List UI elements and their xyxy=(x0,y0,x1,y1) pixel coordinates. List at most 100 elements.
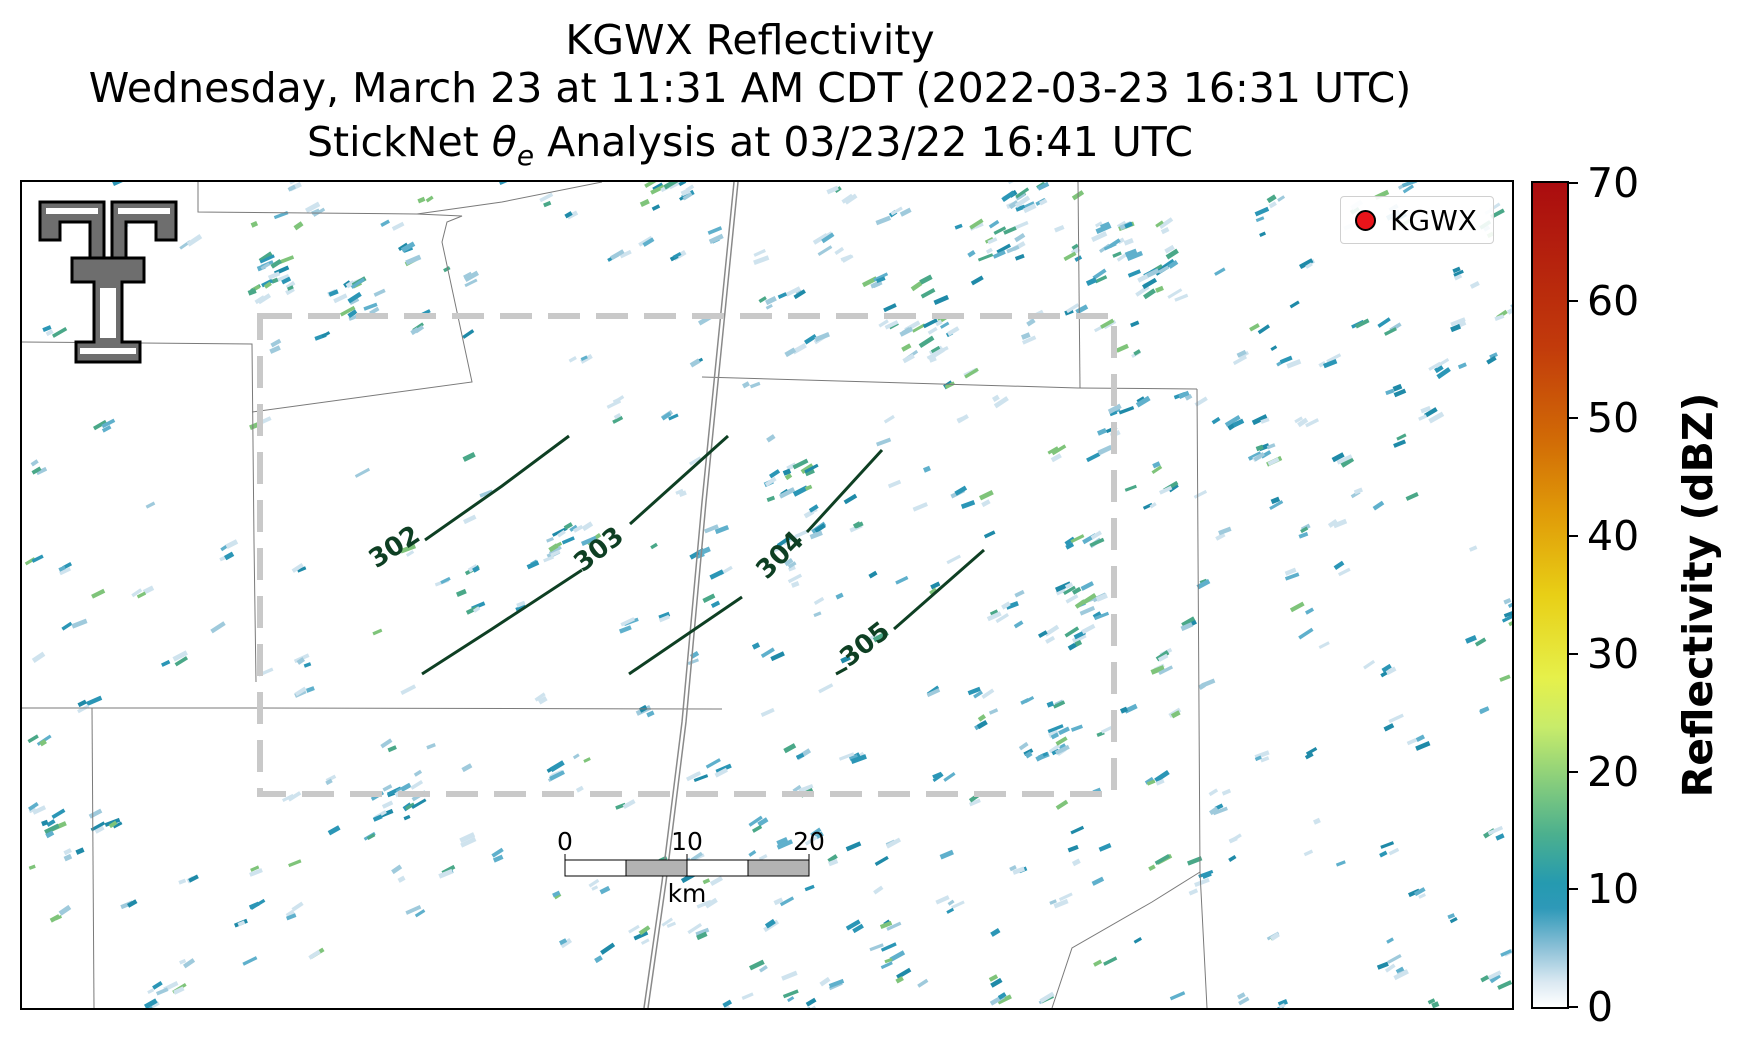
echo-pixel xyxy=(1021,335,1037,345)
echo-pixel xyxy=(704,897,718,909)
map-canvas[interactable]: 302 303 304 305 0 10 20 km xyxy=(22,182,1512,1008)
echo-pixel xyxy=(1194,396,1208,407)
echo-pixel xyxy=(1181,616,1196,628)
echo-pixel xyxy=(923,465,931,473)
echo-pixel xyxy=(58,904,72,916)
echo-pixel xyxy=(286,913,297,921)
echo-pixel xyxy=(1142,277,1158,290)
echo-pixel xyxy=(1395,966,1405,974)
echo-pixel xyxy=(804,884,815,892)
colorbar-tick-label: 30 xyxy=(1587,629,1640,678)
echo-pixel xyxy=(1154,853,1171,865)
echo-pixel xyxy=(1381,663,1392,673)
echo-pixel xyxy=(1298,531,1309,539)
echo-pixel xyxy=(1332,518,1348,529)
colorbar-tick-label: 50 xyxy=(1587,394,1640,443)
echo-pixel xyxy=(977,253,994,262)
echo-pixel xyxy=(31,554,44,563)
echo-pixel xyxy=(1336,454,1353,465)
echo-pixel xyxy=(237,920,246,927)
echo-pixel xyxy=(650,184,665,195)
echo-pixel xyxy=(464,278,478,288)
legend-label: KGWX xyxy=(1390,203,1477,237)
echo-pixel xyxy=(1123,237,1134,246)
echo-pixel xyxy=(879,920,893,930)
echo-pixel xyxy=(1015,191,1026,201)
echo-pixel xyxy=(1383,723,1395,732)
echo-pixel xyxy=(1133,937,1142,944)
echo-pixel xyxy=(1007,182,1024,185)
colorbar-tick xyxy=(1569,652,1578,655)
echo-pixel xyxy=(1048,729,1059,739)
echo-pixel xyxy=(1097,444,1113,456)
echo-pixel xyxy=(287,285,294,291)
echo-pixel xyxy=(784,347,797,358)
echo-pixel xyxy=(785,286,801,297)
echo-pixel xyxy=(399,543,417,554)
echo-pixel xyxy=(1074,599,1086,609)
colorbar-tick-label: 10 xyxy=(1587,865,1640,914)
echo-pixel xyxy=(895,976,904,984)
echo-pixel xyxy=(813,596,825,606)
echo-pixel xyxy=(152,981,163,990)
echo-pixel xyxy=(781,970,798,981)
contour-line-304 xyxy=(628,595,743,676)
echo-pixel xyxy=(751,642,761,650)
map-panel[interactable]: 302 303 304 305 0 10 20 km KGWX xyxy=(20,180,1514,1010)
echo-pixel xyxy=(112,182,126,186)
echo-pixel xyxy=(782,468,792,476)
echo-pixel xyxy=(1188,888,1199,896)
echo-pixel xyxy=(695,927,710,937)
echo-pixel xyxy=(260,262,271,271)
echo-pixel xyxy=(1465,635,1477,644)
echo-pixel xyxy=(1184,393,1193,401)
echo-pixel xyxy=(1094,275,1108,284)
echo-pixel xyxy=(465,605,479,615)
echo-pixel xyxy=(27,801,39,811)
echo-pixel xyxy=(160,659,171,667)
echo-pixel xyxy=(438,868,454,879)
echo-pixel xyxy=(55,914,63,921)
echo-pixel xyxy=(813,611,822,618)
echo-pixel xyxy=(281,276,292,285)
echo-pixel xyxy=(1420,405,1431,414)
echo-pixel xyxy=(345,280,355,289)
echo-pixel xyxy=(1091,876,1105,886)
echo-pixel xyxy=(178,878,187,885)
echo-pixel xyxy=(1376,961,1389,970)
echo-pixel xyxy=(91,588,106,599)
scale-label: 20 xyxy=(793,827,825,856)
echo-pixel xyxy=(1158,485,1173,495)
echo-pixel xyxy=(1474,637,1487,647)
colorbar-tick xyxy=(1569,888,1578,891)
echo-pixel xyxy=(1164,244,1175,254)
county-line xyxy=(701,376,1198,390)
echo-pixel xyxy=(1489,352,1498,360)
echo-pixel xyxy=(1232,355,1248,366)
echo-pixel xyxy=(710,600,721,609)
echo-pixel xyxy=(707,226,723,235)
echo-pixel xyxy=(380,219,390,227)
echo-pixel xyxy=(920,288,936,299)
echo-pixel xyxy=(1236,349,1247,358)
echo-pixel xyxy=(1435,357,1450,369)
echo-pixel xyxy=(988,974,999,982)
echo-pixel xyxy=(1050,453,1062,463)
echo-pixel xyxy=(1266,194,1277,204)
echo-pixel xyxy=(325,778,333,786)
echo-pixel xyxy=(1023,203,1037,214)
echo-pixel xyxy=(1045,635,1056,644)
echo-pixel xyxy=(1405,492,1419,501)
echo-pixel xyxy=(1428,411,1445,424)
echo-pixel xyxy=(1091,231,1108,243)
echo-pixel xyxy=(312,207,326,217)
echo-pixel xyxy=(179,958,187,965)
contour-line-305 xyxy=(893,548,985,631)
echo-pixel xyxy=(852,923,864,934)
echo-pixel xyxy=(776,535,792,548)
echo-pixel xyxy=(792,784,802,793)
echo-pixel xyxy=(889,950,906,962)
echo-pixel xyxy=(63,848,72,856)
echo-pixel xyxy=(534,692,546,702)
echo-pixel xyxy=(1167,288,1183,299)
